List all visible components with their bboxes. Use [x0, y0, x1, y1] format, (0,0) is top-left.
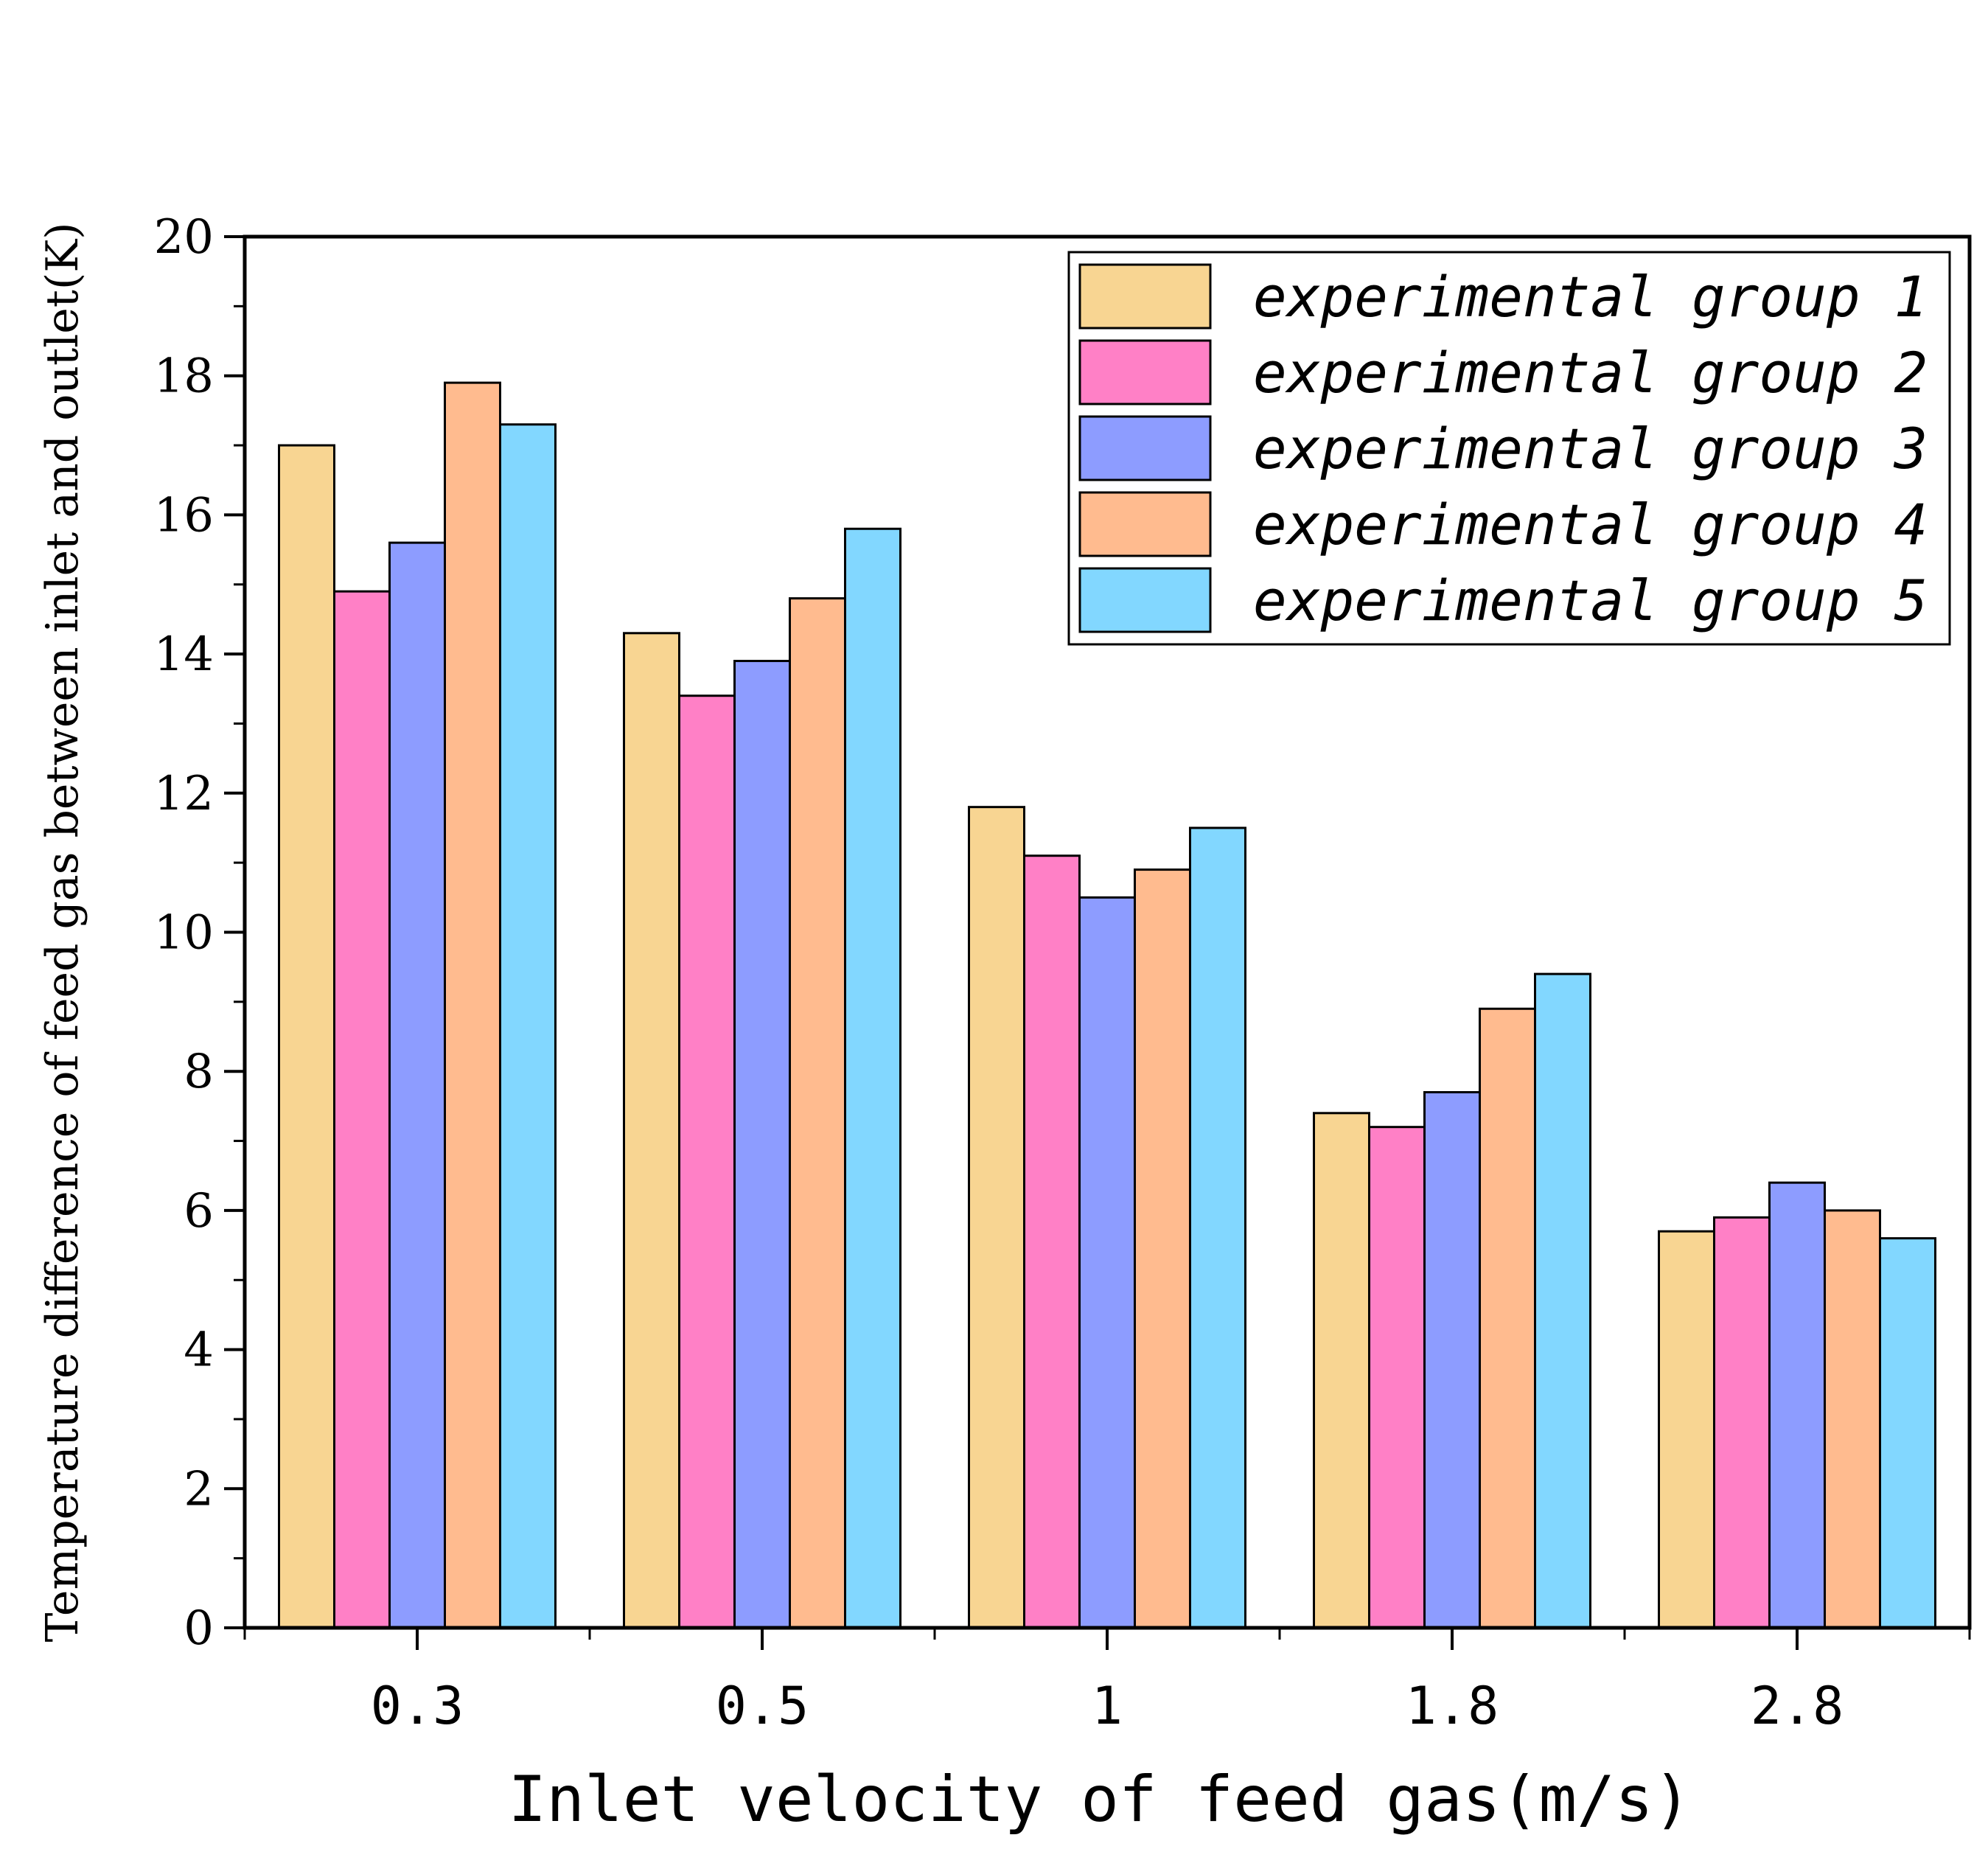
- bar-2-1.8: [1368, 1126, 1426, 1629]
- y-axis: 0 2 4 6 8 10 12 14 16 18 20: [154, 210, 245, 1656]
- y-tick-label: 2: [184, 1462, 214, 1516]
- x-tick-label: 1.8: [1406, 1676, 1499, 1736]
- bar-4-0.5: [789, 597, 846, 1629]
- legend-label-4: experimental group 4: [1253, 492, 1928, 557]
- y-tick-label: 12: [154, 767, 214, 821]
- x-tick-label: 0.5: [716, 1676, 809, 1736]
- bar-3-0.3: [388, 541, 446, 1629]
- y-tick-label: 6: [184, 1184, 214, 1239]
- x-axis: 0.3 0.5 1 1.8 2.8: [243, 1628, 1971, 1736]
- x-tick-label: 2.8: [1751, 1676, 1844, 1736]
- bar-4-0.3: [444, 381, 501, 1629]
- bar-2-1: [1023, 854, 1081, 1629]
- bar-4-1: [1134, 868, 1191, 1629]
- y-tick-label: 8: [184, 1045, 214, 1099]
- legend-box: [1067, 251, 1951, 646]
- bar-1-1.8: [1313, 1112, 1370, 1629]
- bar-1-0.5: [623, 632, 680, 1629]
- bar-1-2.8: [1658, 1230, 1715, 1629]
- bar-5-1.8: [1534, 972, 1591, 1629]
- bar-3-1.8: [1423, 1091, 1481, 1629]
- bars-group: [278, 381, 1936, 1629]
- legend-swatch-3: [1078, 415, 1212, 481]
- y-tick-label: 0: [184, 1601, 214, 1656]
- legend-swatch-4: [1078, 491, 1212, 557]
- legend-label-2: experimental group 2: [1253, 340, 1928, 405]
- bar-1-0.3: [278, 444, 335, 1629]
- x-tick-label: 0.3: [371, 1676, 464, 1736]
- bar-5-1: [1189, 826, 1246, 1629]
- legend-swatch-2: [1078, 339, 1212, 405]
- bar-2-0.3: [333, 590, 391, 1629]
- bar-2-2.8: [1713, 1216, 1771, 1629]
- y-tick-label: 10: [154, 906, 214, 961]
- legend-swatch-5: [1078, 567, 1212, 633]
- bar-5-0.5: [844, 527, 901, 1629]
- bar-3-2.8: [1768, 1181, 1826, 1629]
- bar-5-0.3: [499, 423, 557, 1629]
- bar-3-0.5: [733, 660, 791, 1629]
- legend-swatch-1: [1078, 263, 1212, 330]
- x-tick-label: 1: [1092, 1676, 1123, 1736]
- y-tick-label: 4: [184, 1323, 214, 1378]
- legend-label-3: experimental group 3: [1253, 416, 1928, 481]
- bar-1-1: [968, 806, 1025, 1629]
- legend-label-1: experimental group 1: [1253, 264, 1928, 330]
- legend: experimental group 1 experimental group 2…: [1067, 251, 1951, 646]
- y-tick-label: 18: [154, 349, 214, 404]
- bar-3-1: [1078, 896, 1136, 1629]
- x-axis-title: Inlet velocity of feed gas(m/s): [508, 1763, 1691, 1836]
- bar-2-0.5: [678, 694, 736, 1629]
- legend-label-5: experimental group 5: [1253, 568, 1928, 633]
- y-tick-label: 20: [154, 210, 214, 265]
- bar-5-2.8: [1879, 1237, 1936, 1629]
- y-tick-label: 16: [154, 488, 214, 543]
- bar-4-2.8: [1824, 1209, 1881, 1629]
- y-axis-title: Temperature difference of feed gas betwe…: [37, 222, 88, 1642]
- bar-4-1.8: [1479, 1007, 1536, 1629]
- y-tick-label: 14: [154, 627, 214, 682]
